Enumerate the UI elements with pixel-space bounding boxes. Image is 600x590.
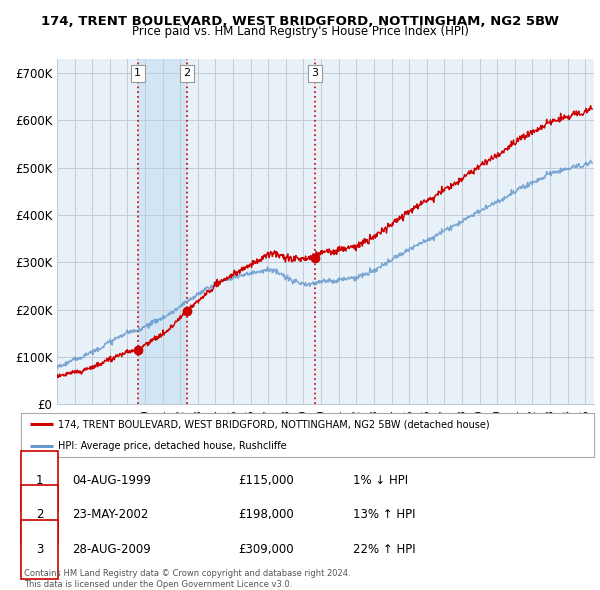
Text: 22% ↑ HPI: 22% ↑ HPI xyxy=(353,543,416,556)
Text: 3: 3 xyxy=(36,543,43,556)
Text: 2: 2 xyxy=(36,508,43,522)
FancyBboxPatch shape xyxy=(21,486,58,544)
Bar xyxy=(138,59,187,404)
Text: 13% ↑ HPI: 13% ↑ HPI xyxy=(353,508,416,522)
Text: HPI: Average price, detached house, Rushcliffe: HPI: Average price, detached house, Rush… xyxy=(58,441,287,451)
Text: 28-AUG-2009: 28-AUG-2009 xyxy=(73,543,151,556)
Text: 2: 2 xyxy=(184,68,191,78)
Text: Price paid vs. HM Land Registry's House Price Index (HPI): Price paid vs. HM Land Registry's House … xyxy=(131,25,469,38)
Text: 1: 1 xyxy=(134,68,142,78)
FancyBboxPatch shape xyxy=(21,451,58,510)
Text: 174, TRENT BOULEVARD, WEST BRIDGFORD, NOTTINGHAM, NG2 5BW: 174, TRENT BOULEVARD, WEST BRIDGFORD, NO… xyxy=(41,15,559,28)
Text: 23-MAY-2002: 23-MAY-2002 xyxy=(73,508,149,522)
FancyBboxPatch shape xyxy=(21,520,58,579)
Text: £115,000: £115,000 xyxy=(239,474,295,487)
Text: 174, TRENT BOULEVARD, WEST BRIDGFORD, NOTTINGHAM, NG2 5BW (detached house): 174, TRENT BOULEVARD, WEST BRIDGFORD, NO… xyxy=(58,419,490,429)
Text: £309,000: £309,000 xyxy=(239,543,295,556)
Text: 1: 1 xyxy=(36,474,43,487)
Text: 3: 3 xyxy=(311,68,319,78)
Text: £198,000: £198,000 xyxy=(239,508,295,522)
Text: Contains HM Land Registry data © Crown copyright and database right 2024.
This d: Contains HM Land Registry data © Crown c… xyxy=(24,569,350,589)
Text: 1% ↓ HPI: 1% ↓ HPI xyxy=(353,474,409,487)
Text: 04-AUG-1999: 04-AUG-1999 xyxy=(73,474,152,487)
